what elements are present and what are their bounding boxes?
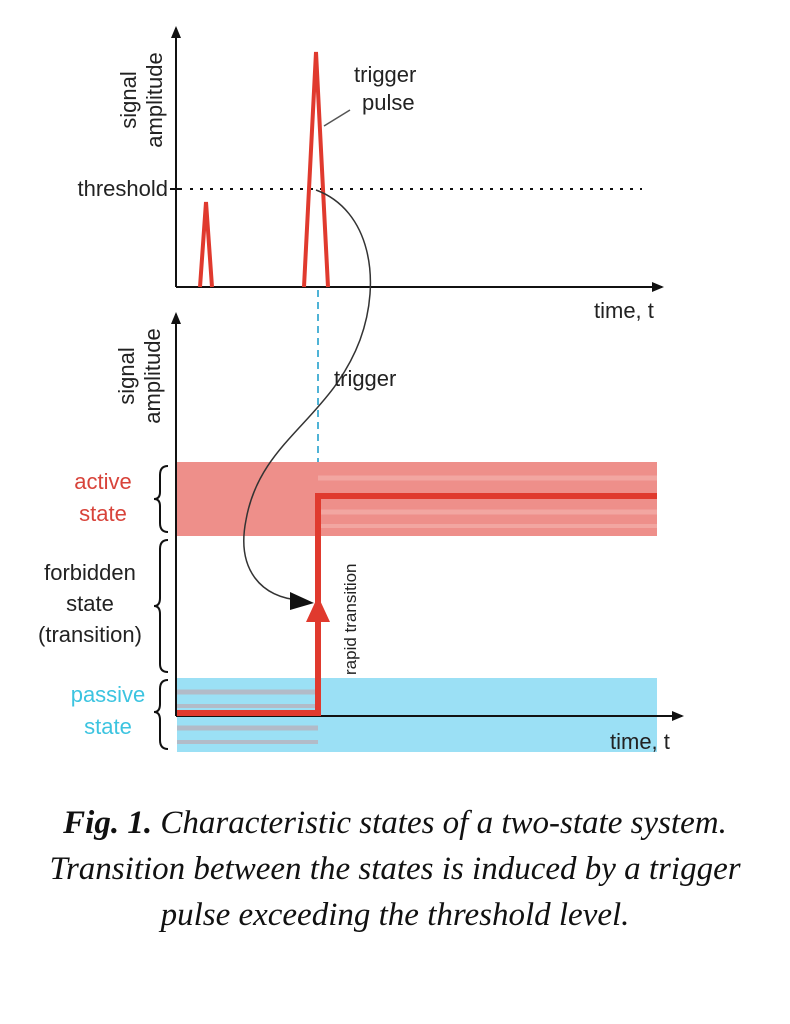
forbidden-state-brace — [153, 539, 169, 673]
active-state-label-line1: active — [74, 469, 131, 494]
two-state-figure: signal amplitude threshold trigger pulse… — [38, 26, 684, 754]
caption-text: Characteristic states of a two-state sys… — [49, 805, 741, 933]
bottom-x-label: time, t — [610, 729, 670, 754]
passive-band-stripes — [177, 689, 318, 744]
trigger-label: trigger — [334, 366, 396, 391]
trigger-pulse — [302, 51, 330, 288]
bottom-y-label-line1: signal — [114, 347, 139, 404]
rapid-transition-arrowhead — [306, 596, 330, 622]
forbidden-state-label-line1: forbidden — [44, 560, 136, 585]
trigger-curve-arrowhead — [290, 592, 314, 610]
active-band-stripes — [318, 475, 657, 528]
figure-caption: Fig. 1. Characteristic states of a two-s… — [20, 800, 770, 938]
trigger-curve — [243, 189, 372, 601]
passive-state-label-line1: passive — [71, 682, 146, 707]
trigger-pulse-leader — [323, 109, 351, 127]
trigger-pulse-label-line1: trigger — [354, 62, 416, 87]
threshold-label: threshold — [77, 176, 168, 201]
top-x-label: time, t — [594, 298, 654, 323]
rapid-transition-label: rapid transition — [341, 563, 360, 675]
top-y-label-line2: amplitude — [142, 52, 167, 147]
trigger-pulse-label-line2: pulse — [362, 90, 415, 115]
top-y-label-line1: signal — [116, 71, 141, 128]
active-state-brace — [153, 465, 169, 533]
forbidden-state-label-line2: state — [66, 591, 114, 616]
caption-label: Fig. 1. — [63, 805, 153, 841]
passive-state-label-line2: state — [84, 714, 132, 739]
passive-state-brace — [153, 679, 169, 750]
active-state-label-line2: state — [79, 501, 127, 526]
forbidden-state-label-line3: (transition) — [38, 622, 142, 647]
bottom-y-label-line2: amplitude — [140, 328, 165, 423]
small-pulse — [198, 201, 214, 288]
